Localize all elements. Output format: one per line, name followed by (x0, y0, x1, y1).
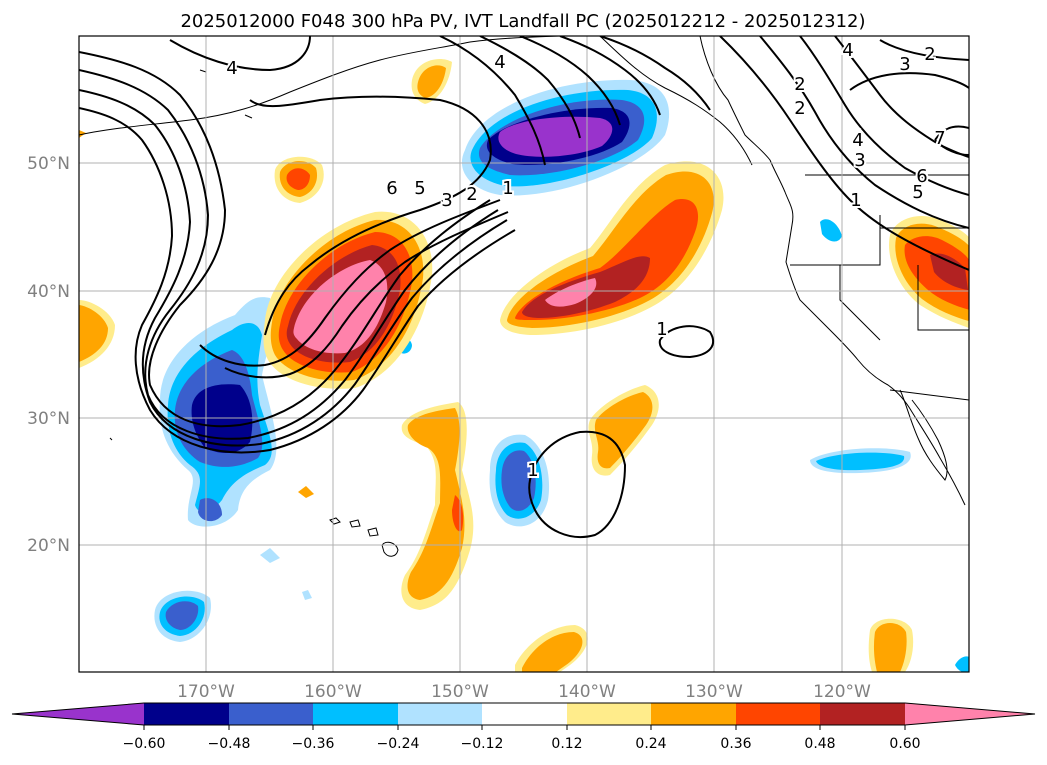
colorbar-segment (398, 703, 482, 725)
colorbar-extend-high (905, 703, 1035, 725)
pv-contour (169, 36, 311, 72)
colorbar-segment (736, 703, 820, 725)
coastline-baja (899, 389, 948, 481)
lat-tick-label: 40°N (27, 282, 70, 302)
pv-contour (879, 39, 969, 61)
pv-contour (79, 69, 499, 440)
lat-tick-labels: 50°N 40°N 30°N 20°N (27, 154, 70, 556)
colorbar-tick-label: −0.36 (292, 736, 335, 752)
coastline-southeast-alaska (599, 36, 753, 166)
colorbar-tick-label: 0.60 (889, 736, 920, 752)
coastlines (79, 36, 969, 506)
border-states-1 (790, 215, 881, 266)
gridlines (79, 36, 969, 672)
contour-label: 2 (794, 98, 805, 119)
colorbar-tick-label: 0.24 (635, 736, 666, 752)
colorbar-segment (820, 703, 905, 725)
colorbar-tick-label: −0.24 (377, 736, 420, 752)
lon-tick-label: 160°W (304, 682, 362, 702)
border-us-mexico (889, 389, 969, 401)
pv-contour (79, 51, 491, 428)
pv-contour (759, 36, 969, 229)
pv-contour (799, 36, 969, 196)
map-title: 2025012000 F048 300 hPa PV, IVT Landfall… (180, 11, 865, 32)
pv-contour (479, 36, 581, 139)
colorbar: −0.60 −0.48 −0.36 −0.24 −0.12 0.12 0.24 … (11, 702, 1036, 752)
pv-contour (658, 325, 715, 359)
colorbar-tick-label: −0.12 (461, 736, 504, 752)
coastline-alaska (79, 36, 561, 136)
positive-anomaly-northeast-pacific (500, 161, 724, 335)
pv-contour (224, 211, 509, 379)
coastline-north-america (699, 36, 966, 506)
contour-label: 4 (842, 40, 853, 61)
contour-label: 3 (854, 150, 865, 171)
lon-tick-labels: 170°W 160°W 150°W 140°W 130°W 120°W (177, 682, 871, 702)
lon-tick-label: 130°W (685, 682, 743, 702)
pv-contour (439, 36, 546, 166)
colorbar-tick-label: 0.48 (804, 736, 835, 752)
contour-label: 6 (386, 178, 397, 199)
pv-contour (199, 199, 501, 367)
colorbar-segment (229, 703, 313, 725)
pv-contour (559, 36, 661, 116)
contour-label: 5 (414, 178, 425, 199)
pv-contour (849, 72, 969, 91)
colorbar-segment (313, 703, 398, 725)
lon-tick-label: 150°W (431, 682, 489, 702)
positive-anomaly-interior (889, 216, 969, 328)
pv-contour (79, 107, 516, 454)
lon-tick-label: 140°W (558, 682, 616, 702)
contour-labels: 4 4 4 2 3 2 6 5 3 2 1 2 4 3 1 7 6 5 1 1 (224, 38, 947, 483)
contour-label: 3 (441, 190, 452, 211)
small-negative-anomalies (154, 219, 969, 672)
border-states-2 (839, 265, 881, 341)
contour-label: 4 (226, 58, 237, 79)
lat-tick-label: 50°N (27, 154, 70, 174)
colorbar-extend-low (12, 703, 144, 725)
negative-anomaly-gulf-alaska (461, 79, 670, 196)
border-states-3 (917, 265, 969, 331)
contour-label: 4 (494, 52, 505, 73)
contour-label: 6 (916, 166, 927, 187)
colorbar-segment (567, 703, 651, 725)
pv-contours (79, 36, 969, 538)
colorbar-tick-label: 0.36 (720, 736, 751, 752)
lat-tick-label: 20°N (27, 536, 70, 556)
contour-label: 7 (934, 128, 945, 149)
map-frame (78, 35, 970, 673)
colorbar-segment (651, 703, 736, 725)
contour-label: 2 (466, 184, 477, 205)
contour-label: 4 (852, 130, 863, 151)
contour-label: 1 (527, 460, 538, 481)
map-panel: 4 4 4 2 3 2 6 5 3 2 1 2 4 3 1 7 6 5 1 1 (78, 35, 970, 673)
contour-label: 5 (912, 182, 923, 203)
pv-contour (528, 430, 627, 538)
pv-contour (719, 36, 969, 271)
pv-contour (79, 89, 508, 447)
contour-label: 2 (924, 44, 935, 65)
colorbar-ticks (143, 725, 906, 730)
contour-label: 1 (502, 178, 513, 199)
positive-anomaly-subtropical (401, 402, 474, 610)
colorbar-segment (144, 703, 229, 725)
pv-contour (249, 95, 492, 336)
lat-tick-label: 30°N (27, 409, 70, 429)
contour-label: 1 (656, 319, 667, 340)
lon-tick-label: 170°W (177, 682, 235, 702)
pv-contour (519, 36, 621, 126)
colorbar-tick-label: −0.48 (208, 736, 251, 752)
colorbar-tick-label: −0.60 (123, 736, 166, 752)
colorbar-tick-label: 0.12 (551, 736, 582, 752)
contour-label: 1 (850, 190, 861, 211)
pv-contour (599, 36, 711, 111)
lon-tick-label: 120°W (813, 682, 871, 702)
pv-contour (934, 125, 969, 156)
colorbar-segment (482, 703, 567, 725)
contour-label: 3 (899, 54, 910, 75)
positive-anomaly-small (79, 59, 914, 672)
contour-label: 2 (794, 74, 805, 95)
